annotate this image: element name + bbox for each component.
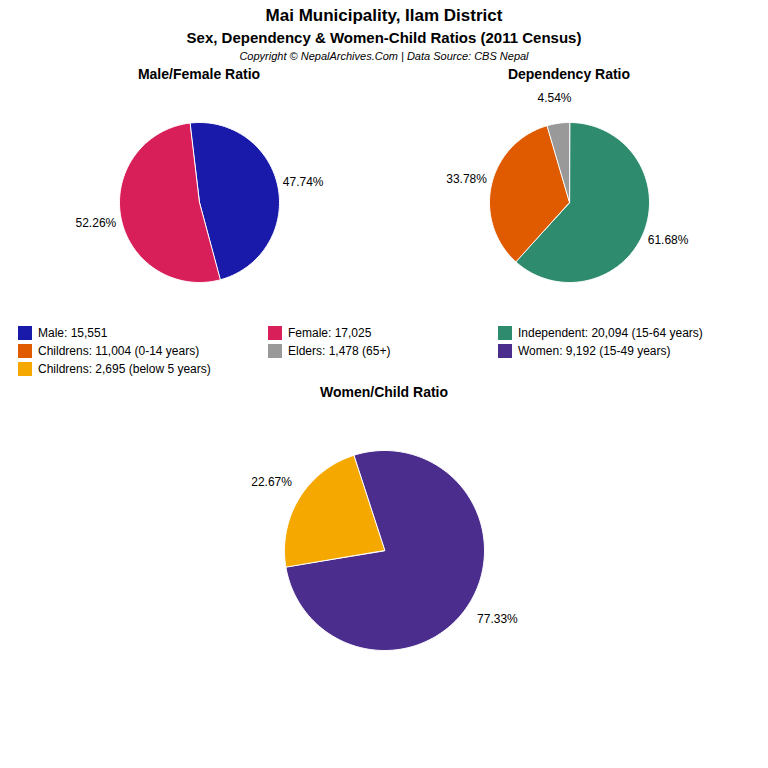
svg-text:61.68%: 61.68%: [648, 233, 689, 247]
svg-text:52.26%: 52.26%: [76, 216, 117, 230]
html-text:Male/Female Ratio: Male/Female Ratio: [137, 66, 261, 82]
html-text:Female: 17,025: Female: 17,025: [288, 326, 372, 340]
svg-text:4.54%: 4.54%: [537, 91, 571, 105]
html-text:Sex, Dependency & Women-Child: Sex, Dependency & Women-Child Ratios (20…: [186, 29, 582, 46]
svg-text:22.67%: 22.67%: [251, 475, 292, 489]
html-text:Childrens: 2,695 (below 5 year: Childrens: 2,695 (below 5 years): [38, 362, 211, 376]
html-text:Elders: 1,478 (65+): Elders: 1,478 (65+): [288, 344, 391, 358]
html-text:Independent: 20,094 (15-64 yea: Independent: 20,094 (15-64 years): [518, 326, 703, 340]
html-text:Copyright © NepalArchives.Com: Copyright © NepalArchives.Com | Data Sou…: [239, 50, 529, 62]
html-text:Dependency Ratio: Dependency Ratio: [507, 66, 631, 82]
svg-text:77.33%: 77.33%: [477, 612, 518, 626]
svg-text:47.74%: 47.74%: [283, 175, 324, 189]
html-text:Women: 9,192 (15-49 years): Women: 9,192 (15-49 years): [518, 344, 671, 358]
html-text:Mai Municipality, Ilam Distric: Mai Municipality, Ilam District: [265, 6, 503, 25]
html-text:Male: 15,551: Male: 15,551: [38, 326, 108, 340]
html-text:Childrens: 11,004 (0-14 years): Childrens: 11,004 (0-14 years): [38, 344, 200, 358]
svg-text:33.78%: 33.78%: [446, 172, 487, 186]
html-text:Women/Child Ratio: Women/Child Ratio: [320, 384, 448, 400]
